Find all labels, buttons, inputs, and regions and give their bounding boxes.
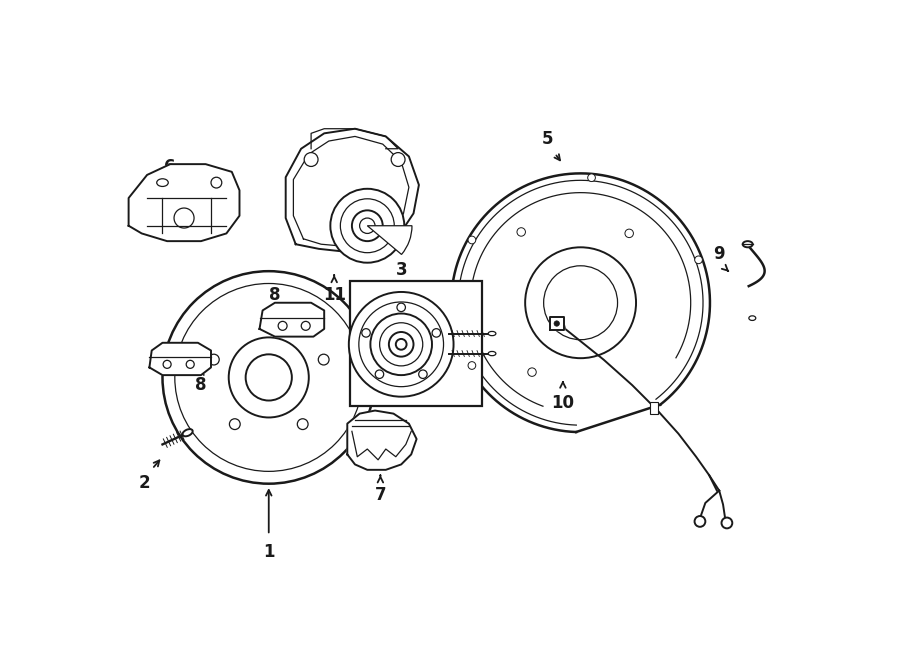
Ellipse shape [488, 352, 496, 355]
Circle shape [722, 518, 733, 528]
Circle shape [397, 303, 405, 312]
Ellipse shape [157, 179, 168, 187]
Circle shape [375, 370, 383, 379]
Polygon shape [550, 317, 563, 330]
Polygon shape [285, 128, 418, 252]
Circle shape [302, 321, 310, 330]
Text: 11: 11 [323, 286, 346, 304]
Circle shape [278, 321, 287, 330]
Circle shape [163, 360, 171, 368]
Circle shape [468, 236, 476, 244]
Text: 2: 2 [139, 474, 149, 492]
Circle shape [695, 256, 702, 263]
Circle shape [304, 152, 318, 166]
Circle shape [330, 189, 404, 263]
Circle shape [163, 271, 375, 484]
Bar [650, 402, 658, 414]
Circle shape [352, 211, 382, 241]
Circle shape [588, 174, 596, 181]
Circle shape [554, 321, 560, 326]
Circle shape [209, 354, 220, 365]
Circle shape [468, 361, 476, 369]
Circle shape [360, 218, 375, 234]
Text: 7: 7 [374, 487, 386, 504]
Text: 4: 4 [446, 355, 458, 373]
Circle shape [359, 302, 444, 387]
Circle shape [389, 332, 413, 357]
Circle shape [349, 292, 454, 397]
Bar [349, 281, 482, 406]
Text: 9: 9 [714, 245, 725, 263]
Text: 1: 1 [263, 544, 274, 561]
Circle shape [527, 368, 536, 377]
Wedge shape [367, 226, 412, 254]
Circle shape [380, 323, 423, 366]
Circle shape [174, 208, 194, 228]
Circle shape [695, 516, 706, 527]
Polygon shape [149, 343, 211, 375]
Text: 6: 6 [165, 158, 176, 176]
Circle shape [544, 265, 617, 340]
Circle shape [392, 152, 405, 166]
Polygon shape [129, 164, 239, 241]
Polygon shape [451, 173, 710, 432]
Text: 8: 8 [269, 286, 281, 304]
Circle shape [396, 339, 407, 350]
Circle shape [526, 248, 636, 358]
Circle shape [517, 228, 526, 236]
Circle shape [418, 370, 427, 379]
Circle shape [625, 229, 634, 238]
Circle shape [186, 360, 194, 368]
Circle shape [297, 419, 308, 430]
Polygon shape [347, 410, 417, 470]
Text: 10: 10 [552, 394, 574, 412]
Circle shape [340, 199, 394, 253]
Circle shape [211, 177, 221, 188]
Text: 8: 8 [195, 376, 207, 394]
Ellipse shape [488, 332, 496, 336]
Circle shape [264, 314, 274, 325]
Text: 5: 5 [542, 130, 554, 148]
Circle shape [362, 328, 370, 337]
Circle shape [371, 314, 432, 375]
Text: 3: 3 [395, 261, 407, 279]
Polygon shape [259, 303, 324, 336]
Circle shape [319, 354, 329, 365]
Circle shape [230, 419, 240, 430]
Circle shape [432, 328, 441, 337]
Ellipse shape [742, 241, 752, 248]
Ellipse shape [749, 316, 756, 320]
Ellipse shape [183, 429, 193, 436]
